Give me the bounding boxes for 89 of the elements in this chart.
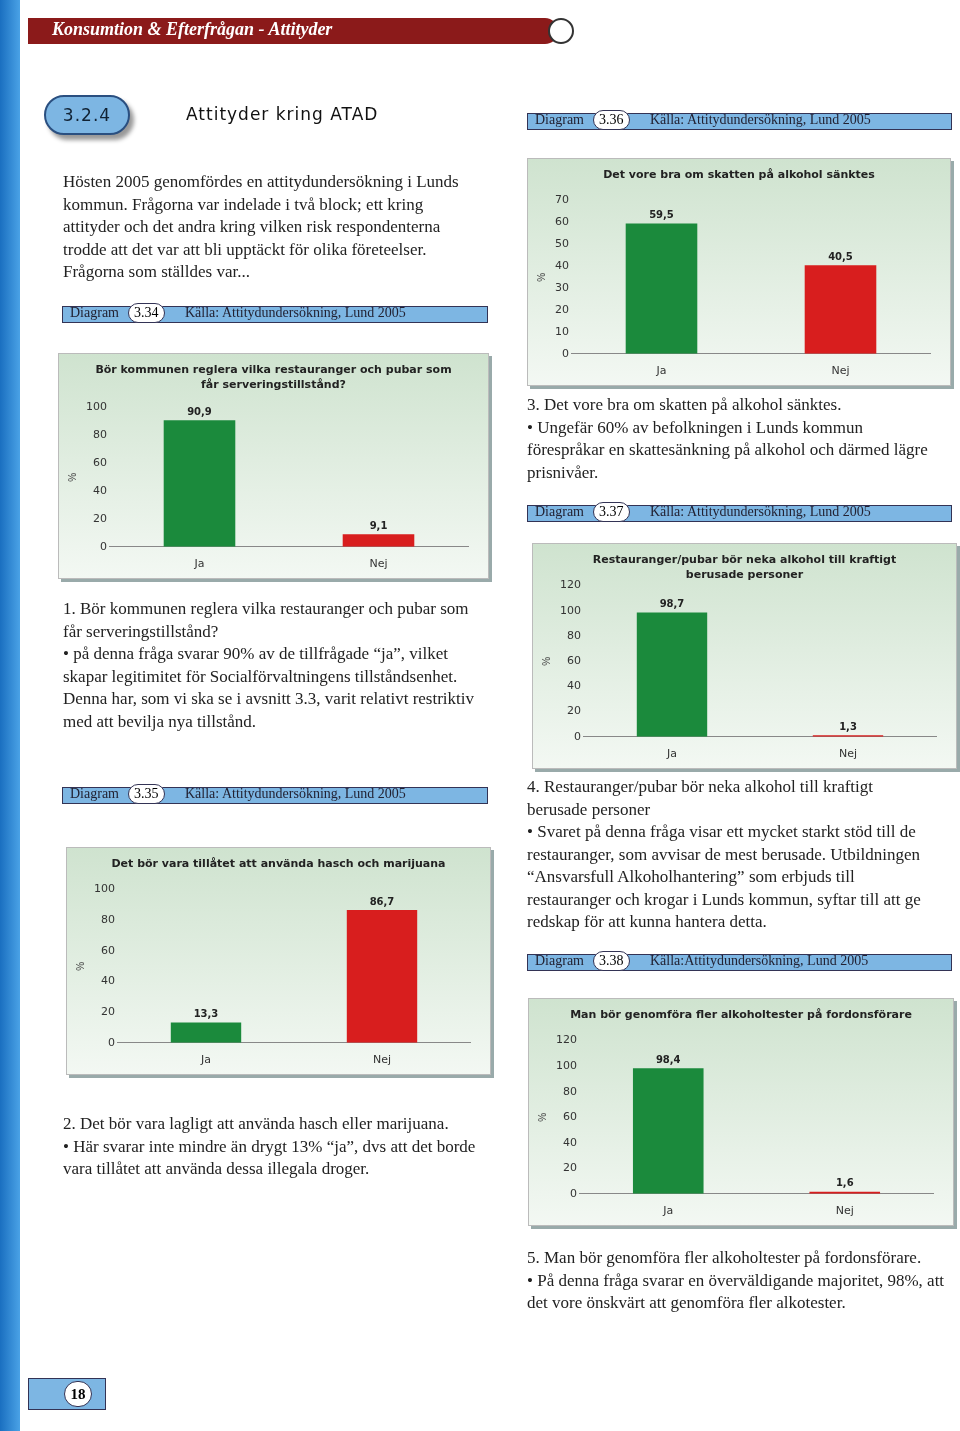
- y-tick-label: 20: [93, 511, 107, 525]
- y-tick-label: 60: [563, 1110, 577, 1124]
- x-tick-label: Nej: [831, 364, 850, 378]
- text: Diagram: [70, 305, 119, 321]
- y-tick-label: 0: [570, 1186, 577, 1200]
- data-label: 90,9: [187, 405, 212, 417]
- x-tick-label: Nej: [835, 1204, 854, 1218]
- data-label: 1,6: [835, 1177, 854, 1189]
- y-tick-label: 50: [555, 237, 569, 251]
- chart-title: Restauranger/pubar bör neka alkohol till kraftigt berusade personer: [592, 553, 897, 581]
- y-tick-label: 60: [555, 215, 569, 229]
- y-tick-label: 60: [101, 943, 115, 957]
- text: 3. Det vore bra om skatten på alkohol sänktes. • Ungefär 60% av befolkningen i Lunds kommun förespråkar en skattesänkning på alkohol och därmed lägre prisnivåer.: [527, 394, 929, 484]
- y-tick-label: 60: [567, 654, 581, 668]
- text: Diagram: [70, 786, 119, 802]
- y-tick-label: 20: [563, 1161, 577, 1175]
- text: Diagram: [535, 953, 584, 969]
- text: 3.34: [128, 303, 165, 323]
- y-tick-label: 80: [101, 913, 115, 927]
- data-label: 86,7: [369, 895, 395, 907]
- text: Konsumtion & Efterfrågan - Attityder: [52, 19, 333, 40]
- y-tick-label: 30: [555, 281, 569, 294]
- y-tick-label: 80: [563, 1084, 577, 1098]
- text: Diagram: [535, 504, 584, 520]
- y-tick-label: 100: [560, 603, 581, 617]
- text: Källa: Attitydundersökning, Lund 2005: [185, 305, 406, 321]
- x-tick-label: Ja: [666, 747, 677, 761]
- text: Attityder kring ATAD: [186, 104, 379, 124]
- y-tick-label: 0: [562, 346, 569, 360]
- y-tick-label: 80: [567, 628, 581, 642]
- data-label: 98,7: [659, 598, 685, 610]
- chart-title: Det bör vara tillåtet att använda hasch och marijuana: [110, 856, 447, 871]
- y-tick-label: 100: [86, 400, 107, 414]
- text: 3.2.4: [44, 95, 130, 135]
- text: Hösten 2005 genomfördes en attitydundersökning i Lunds kommun. Frågorna var indelade i två block; ett kring attityder och det andra kring vilken risk respondenterna trodde att det var att bli upptäckt för olika företeelser. Frågorna som ställdes var...: [63, 171, 460, 283]
- data-label: 1,3: [839, 720, 857, 732]
- y-axis-title: %: [74, 961, 86, 971]
- text: 2. Det bör vara lagligt att använda hasch eller marijuana. • Här svarar inte mindre än drygt 13% “ja”, dvs att det borde vara tillåtet att använda dessa illegala droger.: [63, 1113, 477, 1180]
- y-axis-title: %: [66, 472, 78, 482]
- data-label: 59,5: [649, 209, 674, 221]
- y-axis-title: %: [535, 272, 547, 282]
- x-tick-label: Nej: [838, 747, 858, 761]
- chart-title: Bör kommunen reglera vilka restauranger och pubar som får serveringstillstånd?: [94, 362, 453, 392]
- chart-title: Man bör genomföra fler alkoholtester på fordonsförare: [569, 1007, 913, 1022]
- chart-title: Det vore bra om skatten på alkohol sänktes: [602, 167, 876, 182]
- y-tick-label: 20: [567, 704, 581, 718]
- y-tick-label: 40: [563, 1135, 577, 1149]
- y-tick-label: 40: [93, 483, 107, 497]
- y-tick-label: 20: [101, 1005, 115, 1019]
- y-tick-label: 60: [93, 456, 107, 470]
- y-axis-title: %: [540, 656, 552, 666]
- y-tick-label: 20: [555, 302, 569, 316]
- data-label: 9,1: [369, 519, 388, 531]
- data-label: 98,4: [655, 1053, 681, 1065]
- text: 3.37: [593, 502, 630, 522]
- text: Källa: Attitydundersökning, Lund 2005: [650, 504, 871, 520]
- text: 3.38: [593, 951, 630, 971]
- y-tick-label: 40: [555, 259, 569, 273]
- text: 3.35: [128, 784, 165, 804]
- y-tick-label: 120: [556, 1033, 577, 1047]
- x-tick-label: Ja: [200, 1053, 211, 1067]
- x-tick-label: Ja: [662, 1204, 674, 1218]
- y-tick-label: 0: [108, 1035, 115, 1049]
- text: 5. Man bör genomföra fler alkoholtester på fordonsförare. • På denna fråga svarar en överväldigande majoritet, 98%, att det vore önskvärt att genomföra fler alkotester.: [527, 1247, 946, 1314]
- y-tick-label: 100: [556, 1058, 577, 1072]
- y-tick-label: 80: [93, 428, 107, 442]
- text: 1. Bör kommunen reglera vilka restauranger och pubar som får serveringstillstånd? • på denna fråga svarar 90% av de tillfrågade “ja”, vilket skapar legitimitet för Socialförvaltningens tillståndsenhet. Denna har, som vi ska se i avsnitt 3.3, varit relativt restriktiv med att bevilja nya tillstånd.: [63, 598, 475, 733]
- text: Diagram: [535, 112, 584, 128]
- y-tick-label: 40: [101, 974, 115, 988]
- y-tick-label: 0: [100, 539, 107, 553]
- y-tick-label: 70: [555, 193, 569, 207]
- text: 3.36: [593, 110, 630, 130]
- y-tick-label: 120: [560, 578, 581, 592]
- text: 18: [64, 1381, 92, 1407]
- y-tick-label: 10: [555, 324, 569, 338]
- x-tick-label: Ja: [193, 557, 205, 571]
- y-tick-label: 40: [567, 679, 581, 693]
- data-label: 40,5: [828, 250, 853, 262]
- y-tick-label: 0: [574, 729, 581, 743]
- text: Källa: Attitydundersökning, Lund 2005: [650, 112, 871, 128]
- y-axis-title: %: [536, 1112, 548, 1122]
- x-tick-label: Nej: [369, 557, 388, 571]
- text: 4. Restauranger/pubar bör neka alkohol till kraftigt berusade personer • Svaret på denna fråga visar ett mycket starkt stöd till de restauranger, som avvisar de mest berusade. Utbildningen “Ansvarsfull Alkoholhantering” som erbjuds till restauranger och krogar i Lunds kommun, syftar till att ge redskap för att kunna hantera detta.: [527, 776, 922, 933]
- text: Källa: Attitydundersökning, Lund 2005: [185, 786, 406, 802]
- data-label: 13,3: [193, 1008, 219, 1020]
- text: Källa:Attitydundersökning, Lund 2005: [650, 953, 869, 969]
- x-tick-label: Ja: [655, 364, 667, 378]
- x-tick-label: Nej: [372, 1053, 392, 1067]
- y-tick-label: 100: [94, 882, 115, 896]
